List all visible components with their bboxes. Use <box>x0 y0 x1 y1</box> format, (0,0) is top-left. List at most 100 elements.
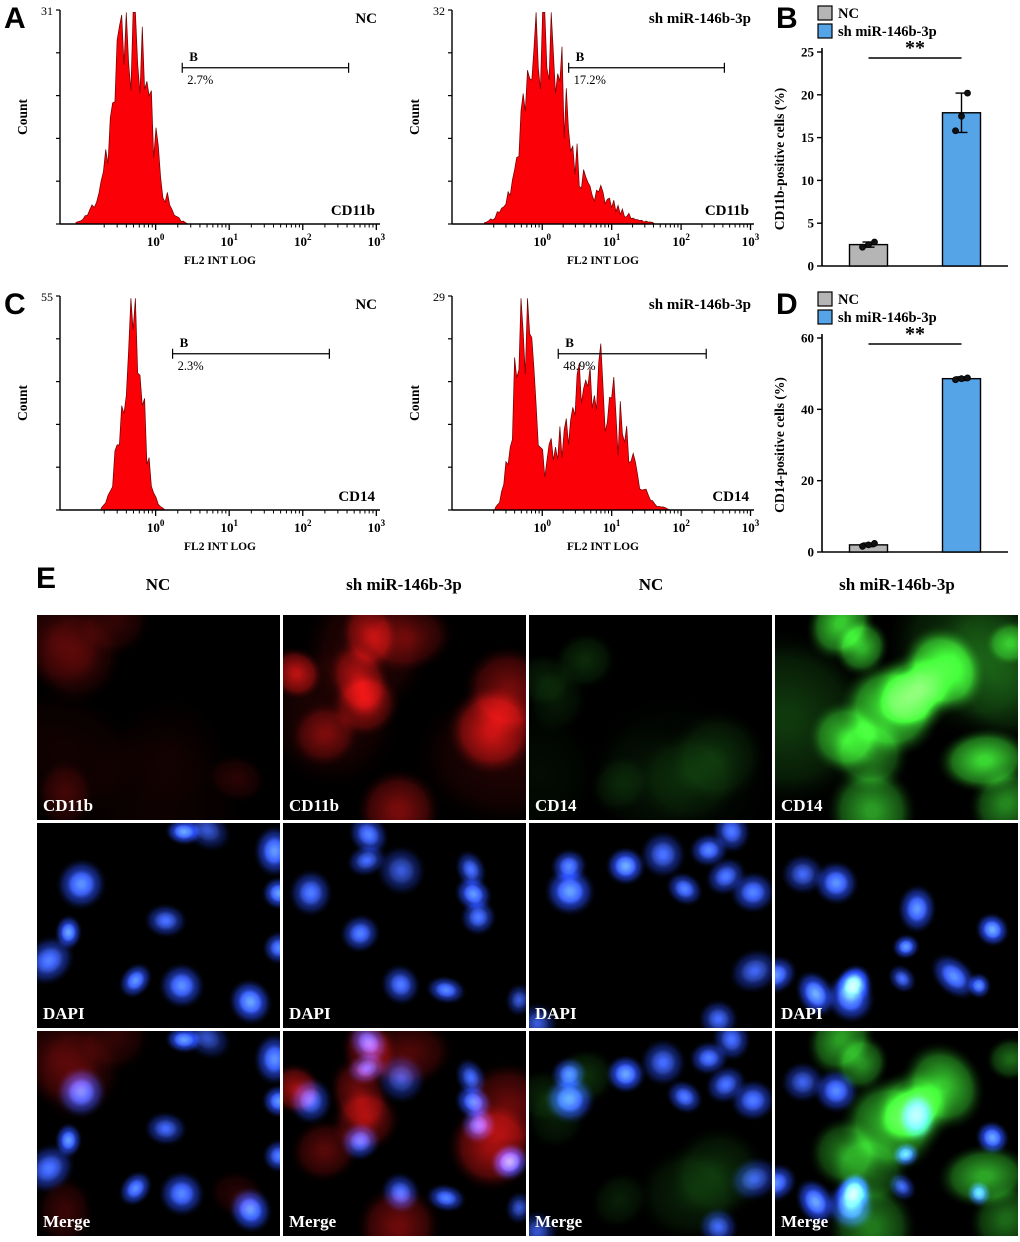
fluorescence-image <box>775 615 1018 820</box>
svg-text:101: 101 <box>220 518 238 535</box>
svg-text:101: 101 <box>603 232 621 249</box>
svg-text:103: 103 <box>742 518 760 535</box>
stain-label: Merge <box>43 1212 91 1231</box>
svg-text:55: 55 <box>41 290 53 304</box>
svg-text:100: 100 <box>534 518 552 535</box>
svg-text:NC: NC <box>355 11 377 27</box>
svg-text:40: 40 <box>801 402 814 417</box>
svg-text:102: 102 <box>672 232 690 249</box>
svg-text:CD11b: CD11b <box>331 203 375 219</box>
svg-text:25: 25 <box>801 45 815 60</box>
fluorescence-image <box>37 1031 280 1236</box>
micro-cd14-nc: CD14 <box>529 615 772 820</box>
fluorescence-image <box>283 1031 526 1236</box>
svg-text:NC: NC <box>838 292 859 308</box>
svg-text:2.7%: 2.7% <box>187 73 213 87</box>
flow-histogram-cd11b-nc: 31 100 101 102 103 FL2 INT LOG Count NC CD11b B 2.… <box>14 2 390 270</box>
svg-text:60: 60 <box>801 331 814 346</box>
panel-e-label: E <box>36 562 57 595</box>
fluorescence-image <box>529 615 772 820</box>
stain-label: Merge <box>289 1212 337 1231</box>
panel-a-label: A <box>4 2 26 35</box>
stain-label: Merge <box>781 1212 829 1231</box>
column-header-nc-2: NC <box>638 575 664 594</box>
svg-text:5: 5 <box>808 216 815 231</box>
micro-dapi-4: DAPI <box>775 823 1018 1028</box>
svg-text:Count: Count <box>15 98 30 135</box>
stain-label: DAPI <box>43 1004 85 1023</box>
svg-text:FL2 INT LOG: FL2 INT LOG <box>567 255 639 267</box>
stain-label: CD14 <box>781 796 823 815</box>
svg-text:103: 103 <box>368 518 386 535</box>
microscopy-grid: CD11b CD11b CD14 CD14 DAPI DAPI DAPI DAP… <box>37 615 1018 1236</box>
svg-text:FL2 INT LOG: FL2 INT LOG <box>184 255 256 267</box>
micro-merge-2: Merge <box>283 1031 526 1236</box>
svg-text:**: ** <box>905 323 925 345</box>
svg-text:FL2 INT LOG: FL2 INT LOG <box>567 541 639 553</box>
svg-text:17.2%: 17.2% <box>574 73 606 87</box>
fluorescence-image <box>283 615 526 820</box>
fluorescence-image <box>775 823 1018 1028</box>
panel-b-label: B <box>776 2 798 35</box>
svg-text:CD14: CD14 <box>712 489 749 505</box>
svg-text:sh miR-146b-3p: sh miR-146b-3p <box>649 11 751 27</box>
svg-text:CD14-positive cells (%): CD14-positive cells (%) <box>772 377 787 513</box>
bar-chart-cd14: NC sh miR-146b-3p 0 20 40 60 CD14-positive cel… <box>772 286 1020 562</box>
svg-text:B: B <box>565 335 574 350</box>
flow-histogram-cd11b-sh: 32 100 101 102 103 FL2 INT LOG Count sh miR-146… <box>406 2 764 270</box>
fluorescence-image <box>775 1031 1018 1236</box>
svg-text:CD11b-positive cells (%): CD11b-positive cells (%) <box>772 88 787 231</box>
fluorescence-image <box>529 1031 772 1236</box>
panel-c-label: C <box>4 288 26 321</box>
micro-merge-1: Merge <box>37 1031 280 1236</box>
svg-text:Count: Count <box>407 98 422 135</box>
svg-text:sh miR-146b-3p: sh miR-146b-3p <box>649 297 751 313</box>
svg-text:100: 100 <box>534 232 552 249</box>
svg-text:29: 29 <box>433 290 445 304</box>
svg-text:101: 101 <box>220 232 238 249</box>
flow-histogram-cd14-sh: 29 100 101 102 103 FL2 INT LOG Count sh miR-146… <box>406 288 764 556</box>
stain-label: CD11b <box>289 796 340 815</box>
stain-label: CD14 <box>535 796 577 815</box>
stain-label: CD11b <box>43 796 94 815</box>
svg-text:102: 102 <box>672 518 690 535</box>
svg-text:sh miR-146b-3p: sh miR-146b-3p <box>838 310 937 326</box>
svg-text:102: 102 <box>294 232 312 249</box>
svg-text:10: 10 <box>801 173 814 188</box>
svg-text:FL2 INT LOG: FL2 INT LOG <box>184 541 256 553</box>
svg-text:101: 101 <box>603 518 621 535</box>
stain-label: Merge <box>535 1212 583 1231</box>
micro-cd11b-nc: CD11b <box>37 615 280 820</box>
svg-text:100: 100 <box>147 232 165 249</box>
svg-text:102: 102 <box>294 518 312 535</box>
stain-label: DAPI <box>535 1004 577 1023</box>
svg-text:20: 20 <box>801 473 814 488</box>
svg-text:103: 103 <box>368 232 386 249</box>
column-header-sh-2: sh miR-146b-3p <box>839 575 955 594</box>
micro-cd14-sh: CD14 <box>775 615 1018 820</box>
svg-text:NC: NC <box>355 297 377 313</box>
panel-d-label: D <box>776 288 798 321</box>
svg-text:31: 31 <box>41 4 53 18</box>
micro-merge-4: Merge <box>775 1031 1018 1236</box>
svg-text:B: B <box>576 49 585 64</box>
svg-text:48.9%: 48.9% <box>563 359 595 373</box>
micro-cd11b-sh: CD11b <box>283 615 526 820</box>
svg-text:**: ** <box>905 37 925 59</box>
fluorescence-image <box>37 823 280 1028</box>
svg-text:0: 0 <box>808 259 815 274</box>
svg-text:Count: Count <box>407 384 422 421</box>
svg-text:CD11b: CD11b <box>705 203 749 219</box>
svg-text:20: 20 <box>801 87 814 102</box>
svg-text:15: 15 <box>801 130 815 145</box>
column-header-nc-1: NC <box>145 575 171 594</box>
micro-merge-3: Merge <box>529 1031 772 1236</box>
svg-text:100: 100 <box>147 518 165 535</box>
svg-text:103: 103 <box>742 232 760 249</box>
micro-dapi-3: DAPI <box>529 823 772 1028</box>
flow-histogram-cd14-nc: 55 100 101 102 103 FL2 INT LOG Count NC CD14 B 2.3… <box>14 288 390 556</box>
svg-text:B: B <box>189 49 198 64</box>
micro-dapi-2: DAPI <box>283 823 526 1028</box>
svg-text:NC: NC <box>838 6 859 22</box>
